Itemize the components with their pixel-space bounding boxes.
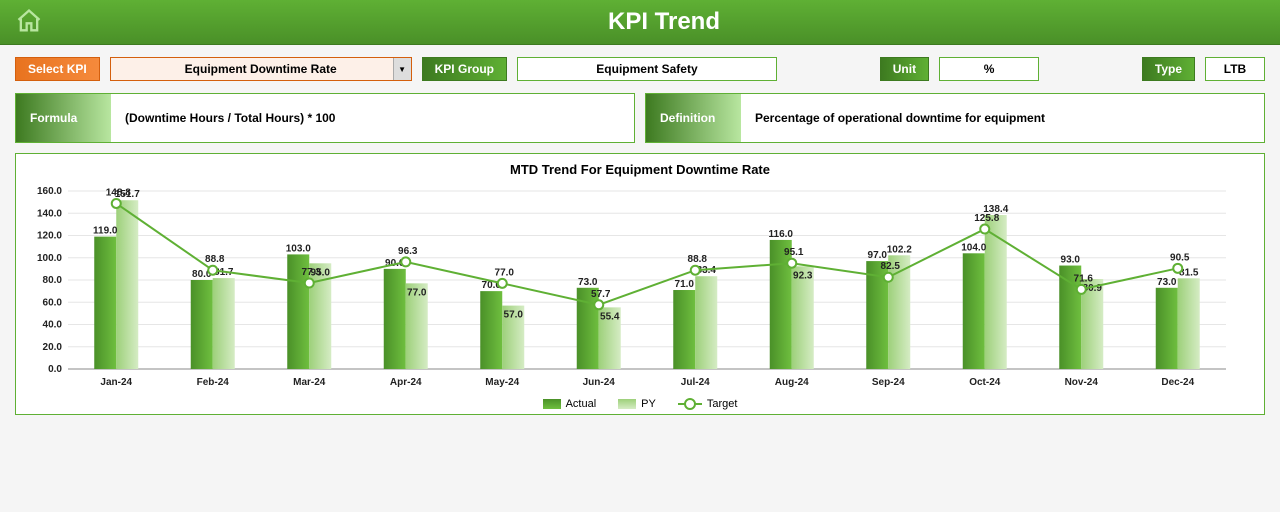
svg-text:Sep-24: Sep-24 xyxy=(872,377,905,388)
legend-swatch-actual xyxy=(543,399,561,409)
svg-text:57.7: 57.7 xyxy=(591,289,611,300)
svg-text:93.0: 93.0 xyxy=(1061,255,1081,266)
svg-text:77.3: 77.3 xyxy=(302,267,322,278)
svg-text:0.0: 0.0 xyxy=(48,364,62,375)
svg-text:103.0: 103.0 xyxy=(286,243,311,254)
svg-text:Jun-24: Jun-24 xyxy=(583,377,616,388)
svg-text:95.1: 95.1 xyxy=(784,247,804,258)
definition-value: Percentage of operational downtime for e… xyxy=(741,94,1264,142)
svg-text:125.8: 125.8 xyxy=(974,213,999,224)
select-kpi-dropdown[interactable]: Equipment Downtime Rate ▼ xyxy=(110,57,412,81)
info-row: Formula (Downtime Hours / Total Hours) *… xyxy=(0,89,1280,153)
svg-text:Jan-24: Jan-24 xyxy=(100,377,132,388)
definition-box: Definition Percentage of operational dow… xyxy=(645,93,1265,143)
svg-text:160.0: 160.0 xyxy=(37,186,62,197)
legend-marker-target xyxy=(678,403,702,405)
filters-row: Select KPI Equipment Downtime Rate ▼ KPI… xyxy=(0,45,1280,89)
svg-text:100.0: 100.0 xyxy=(37,253,62,264)
svg-text:60.0: 60.0 xyxy=(43,297,63,308)
svg-text:88.8: 88.8 xyxy=(688,254,708,265)
chart-panel: MTD Trend For Equipment Downtime Rate 0.… xyxy=(15,153,1265,415)
svg-text:Mar-24: Mar-24 xyxy=(293,377,326,388)
kpi-group-value: Equipment Safety xyxy=(517,57,777,81)
unit-label: Unit xyxy=(880,57,929,81)
svg-text:116.0: 116.0 xyxy=(769,229,794,240)
legend-actual: Actual xyxy=(543,398,597,410)
svg-text:104.0: 104.0 xyxy=(961,242,986,253)
page-title: KPI Trend xyxy=(63,8,1265,36)
svg-text:90.5: 90.5 xyxy=(1170,252,1190,263)
formula-box: Formula (Downtime Hours / Total Hours) *… xyxy=(15,93,635,143)
mtd-trend-chart: 0.0 20.0 40.0 60.0 80.0 100.0 120.0 140.0 160.0 1… xyxy=(26,183,1236,393)
svg-text:77.0: 77.0 xyxy=(407,287,427,298)
svg-text:88.8: 88.8 xyxy=(205,254,225,265)
svg-text:97.0: 97.0 xyxy=(868,250,888,261)
home-icon[interactable] xyxy=(15,7,43,38)
formula-label: Formula xyxy=(16,94,111,142)
chart-title: MTD Trend For Equipment Downtime Rate xyxy=(26,162,1254,177)
unit-value: % xyxy=(939,57,1039,81)
svg-text:Nov-24: Nov-24 xyxy=(1065,377,1099,388)
svg-text:57.0: 57.0 xyxy=(504,310,524,321)
svg-text:82.5: 82.5 xyxy=(881,261,901,272)
svg-text:71.0: 71.0 xyxy=(675,279,695,290)
svg-text:Dec-24: Dec-24 xyxy=(1161,377,1194,388)
svg-text:119.0: 119.0 xyxy=(93,226,118,237)
legend-swatch-py xyxy=(618,399,636,409)
select-kpi-value: Equipment Downtime Rate xyxy=(185,62,337,76)
definition-label: Definition xyxy=(646,94,741,142)
svg-text:92.3: 92.3 xyxy=(793,270,813,281)
svg-text:96.3: 96.3 xyxy=(398,246,418,257)
svg-text:73.0: 73.0 xyxy=(1157,277,1177,288)
svg-text:148.8: 148.8 xyxy=(106,187,131,198)
svg-text:Aug-24: Aug-24 xyxy=(775,377,809,388)
svg-text:73.0: 73.0 xyxy=(578,277,598,288)
chart-legend: Actual PY Target xyxy=(26,398,1254,410)
svg-text:77.0: 77.0 xyxy=(495,267,515,278)
svg-text:71.6: 71.6 xyxy=(1074,273,1094,284)
kpi-group-label: KPI Group xyxy=(422,57,507,81)
svg-text:Apr-24: Apr-24 xyxy=(390,377,422,388)
svg-text:Jul-24: Jul-24 xyxy=(681,377,710,388)
svg-text:80.0: 80.0 xyxy=(43,275,63,286)
type-label: Type xyxy=(1142,57,1195,81)
svg-text:102.2: 102.2 xyxy=(887,244,912,255)
formula-value: (Downtime Hours / Total Hours) * 100 xyxy=(111,94,634,142)
svg-text:55.4: 55.4 xyxy=(600,311,620,322)
select-kpi-label: Select KPI xyxy=(15,57,100,81)
type-value: LTB xyxy=(1205,57,1265,81)
svg-text:Feb-24: Feb-24 xyxy=(197,377,230,388)
legend-py: PY xyxy=(618,398,656,410)
svg-text:20.0: 20.0 xyxy=(43,342,63,353)
svg-text:120.0: 120.0 xyxy=(37,231,62,242)
svg-text:May-24: May-24 xyxy=(485,377,519,388)
svg-text:40.0: 40.0 xyxy=(43,320,63,331)
chevron-down-icon: ▼ xyxy=(393,58,411,80)
header-bar: KPI Trend xyxy=(0,0,1280,45)
legend-target: Target xyxy=(678,398,738,410)
svg-text:Oct-24: Oct-24 xyxy=(969,377,1001,388)
svg-text:140.0: 140.0 xyxy=(37,208,62,219)
